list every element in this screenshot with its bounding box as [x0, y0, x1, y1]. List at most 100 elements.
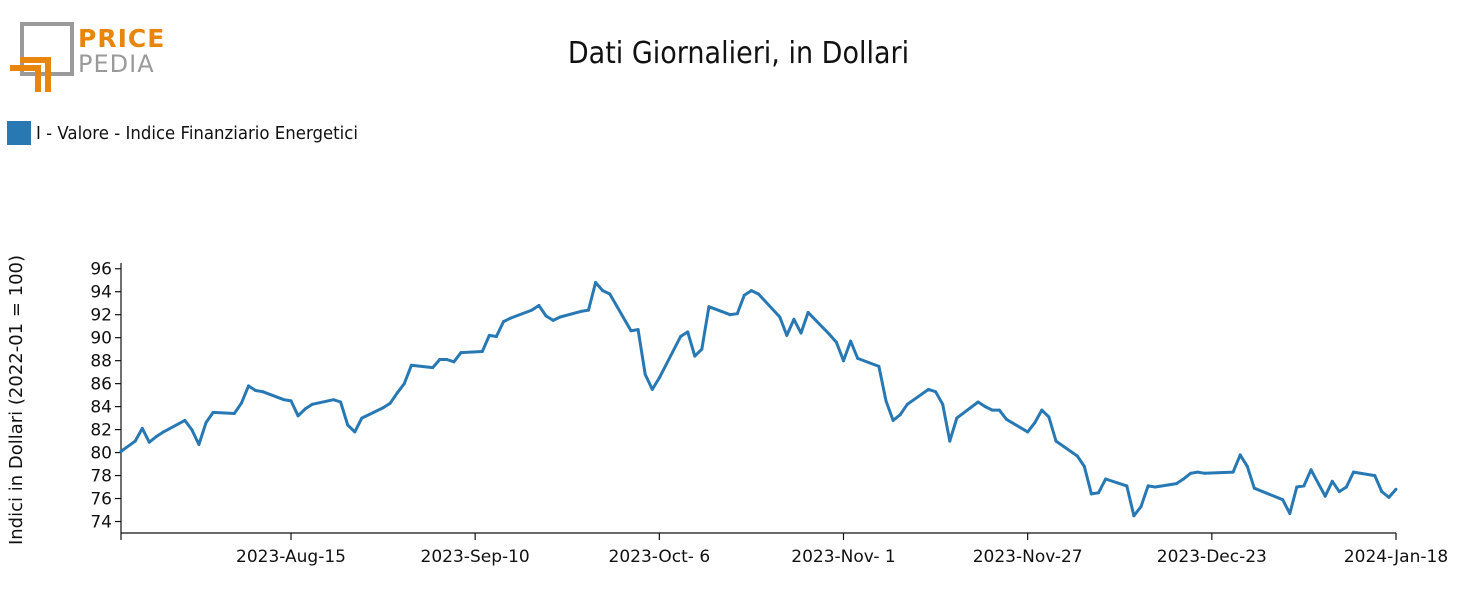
data-point — [537, 304, 541, 307]
data-point — [190, 428, 194, 432]
data-point — [1344, 485, 1348, 489]
data-point — [636, 328, 640, 332]
data-point — [282, 398, 286, 402]
data-point — [1089, 492, 1093, 496]
data-point — [1288, 512, 1292, 515]
data-point — [1281, 498, 1285, 502]
data-point — [1026, 430, 1030, 434]
x-ticks: 2023-Aug-15 2023-Sep-10 2023-Oct- 6 2023-No… — [120, 533, 1448, 567]
data-point — [898, 413, 902, 417]
data-point — [239, 401, 243, 405]
logo-word-price: PRICE — [78, 24, 166, 53]
data-point — [735, 312, 739, 316]
data-point — [941, 402, 945, 406]
data-point — [1323, 494, 1327, 498]
y-tick-label: 96 — [90, 260, 112, 280]
data-point — [402, 382, 406, 386]
data-point — [339, 400, 343, 404]
data-point — [1352, 470, 1355, 474]
data-point — [1394, 487, 1398, 491]
data-point — [296, 414, 300, 418]
y-axis-label: Indici in Dollari (2022-01 = 100) — [6, 255, 27, 545]
data-point — [1238, 453, 1242, 457]
data-point — [686, 330, 690, 334]
y-ticks: 74 76 78 80 82 84 86 88 90 92 94 96 — [90, 260, 121, 533]
data-point — [232, 412, 236, 415]
data-point — [601, 289, 605, 293]
data-point — [487, 333, 491, 337]
logo-mark — [10, 22, 74, 92]
data-point — [905, 402, 909, 406]
data-point — [749, 289, 753, 293]
data-point — [162, 430, 165, 434]
data-point — [976, 400, 980, 404]
data-point — [544, 314, 548, 318]
data-point — [140, 426, 144, 430]
data-point — [303, 407, 307, 411]
data-point — [757, 292, 760, 296]
data-point — [1125, 484, 1129, 488]
data-point — [608, 292, 612, 296]
data-point — [558, 315, 562, 319]
data-point — [1153, 485, 1157, 489]
data-point — [997, 408, 1001, 412]
data-point — [1337, 490, 1341, 494]
y-tick-label: 84 — [90, 398, 112, 418]
data-point — [388, 401, 392, 405]
x-tick-label: 2023-Aug-15 — [236, 547, 346, 567]
data-point — [856, 356, 860, 360]
data-point — [778, 315, 782, 319]
data-point — [431, 366, 435, 370]
data-point — [700, 347, 704, 351]
data-point — [742, 293, 746, 297]
data-point — [1252, 486, 1256, 490]
data-point — [289, 399, 293, 403]
data-point — [1174, 482, 1178, 486]
pricepedia-logo: PRICE PEDIA — [8, 22, 168, 94]
data-point — [204, 421, 208, 425]
x-tick-label: 2023-Sep-10 — [421, 547, 530, 567]
data-point — [728, 313, 732, 317]
data-point — [133, 439, 137, 443]
legend[interactable]: I - Valore - Indice Finanziario Energeti… — [7, 120, 386, 146]
data-point — [849, 339, 853, 343]
data-point — [990, 408, 994, 412]
data-point — [629, 329, 633, 333]
y-tick-label: 80 — [90, 444, 112, 464]
data-point — [1182, 477, 1185, 481]
data-point — [360, 416, 364, 420]
legend-swatch — [7, 121, 31, 145]
data-point — [785, 333, 789, 337]
data-point — [353, 430, 357, 434]
data-point — [509, 316, 513, 320]
data-point — [247, 384, 250, 388]
data-point — [594, 281, 598, 284]
data-point — [679, 335, 683, 338]
data-point — [834, 340, 838, 344]
data-point — [261, 390, 265, 394]
data-point — [1245, 464, 1249, 468]
data-point — [643, 372, 647, 376]
logo-word-pedia: PEDIA — [78, 50, 155, 78]
x-tick-label: 2023-Dec-23 — [1157, 547, 1267, 567]
series-points — [119, 281, 1398, 518]
data-point — [983, 405, 987, 409]
data-point — [842, 359, 845, 363]
data-point — [381, 406, 385, 410]
data-point — [1302, 484, 1306, 488]
data-point — [657, 376, 661, 380]
x-tick-label: 2023-Oct- 6 — [609, 547, 711, 567]
y-tick-label: 74 — [90, 513, 112, 533]
data-point — [445, 358, 449, 361]
y-tick-label: 78 — [90, 467, 112, 487]
data-point — [650, 387, 654, 391]
data-point — [1082, 464, 1086, 468]
data-point — [1387, 495, 1391, 499]
data-point — [1330, 479, 1334, 483]
data-point — [1040, 408, 1044, 412]
data-point — [183, 418, 187, 422]
data-point — [1295, 485, 1299, 489]
data-point — [1189, 471, 1193, 475]
